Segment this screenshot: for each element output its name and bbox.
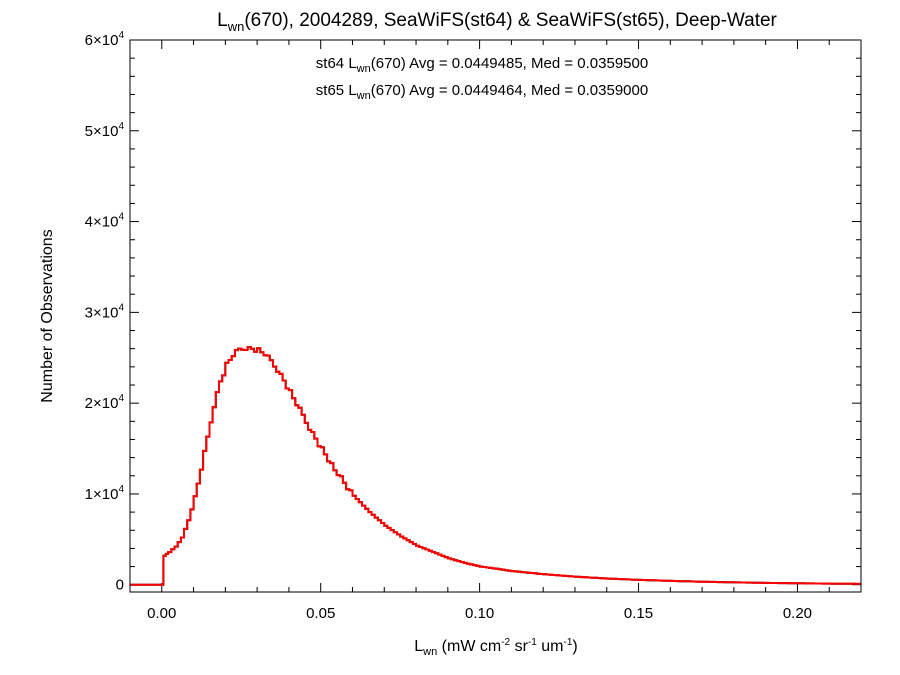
y-tick-exponent: 4 xyxy=(118,484,124,495)
y-tick-mantissa: 0 xyxy=(116,577,124,594)
x-axis-label-prefix: L xyxy=(414,638,423,655)
annotation-st64-suffix: (670) Avg = 0.0449485, Med = 0.0359500 xyxy=(371,55,648,72)
chart-title-subscript: wn xyxy=(227,19,245,34)
y-tick-label: 4×104 xyxy=(85,212,125,231)
y-tick-label: 1×104 xyxy=(85,484,125,503)
annotation-st65-prefix: st65 L xyxy=(316,82,357,99)
annotation-st65: st65 Lwn(670) Avg = 0.0449464, Med = 0.0… xyxy=(316,82,648,102)
y-axis-label: Number of Observations xyxy=(39,229,56,402)
plot-frame xyxy=(129,39,862,593)
y-tick-mantissa: 6×10 xyxy=(85,32,119,49)
y-tick-label: 3×104 xyxy=(85,302,125,321)
series-lines xyxy=(130,346,861,586)
y-tick-label: 6×104 xyxy=(85,30,125,49)
y-tick-exponent: 4 xyxy=(118,393,124,404)
y-tick-mantissa: 4×10 xyxy=(85,214,119,231)
x-tick-label: 0.15 xyxy=(624,605,653,622)
x-axis-label: Lwn (mW cm-2 sr-1 um-1) xyxy=(414,637,577,658)
y-tick-label: 2×104 xyxy=(85,393,125,412)
x-tick-label: 0.05 xyxy=(306,605,335,622)
x-axis-label-suffix: ) xyxy=(572,638,577,655)
y-tick-mantissa: 2×10 xyxy=(85,395,119,412)
annotation-st64-subscript: wn xyxy=(356,63,371,75)
chart-title-prefix: L xyxy=(217,10,228,31)
annotation-st64-prefix: st64 L xyxy=(316,55,357,72)
x-tick-label: 0.20 xyxy=(783,605,812,622)
x-axis-label-sup-3: -1 xyxy=(563,637,572,648)
y-tick-mantissa: 3×10 xyxy=(85,304,119,321)
y-tick-label: 0 xyxy=(116,577,124,594)
y-tick-label: 5×104 xyxy=(85,121,125,140)
x-axis-label-unit-2: sr xyxy=(510,638,528,655)
chart-title-suffix: (670), 2004289, SeaWiFS(st64) & SeaWiFS(… xyxy=(244,10,777,31)
x-tick-label: 0.00 xyxy=(147,605,176,622)
y-tick-exponent: 4 xyxy=(118,30,124,41)
x-axis-label-subscript: wn xyxy=(422,646,437,658)
chart-title: Lwn(670), 2004289, SeaWiFS(st64) & SeaWi… xyxy=(217,10,777,34)
annotation-st65-subscript: wn xyxy=(356,90,371,102)
y-tick-exponent: 4 xyxy=(118,121,124,132)
series-st65-line xyxy=(130,346,861,586)
annotation-st65-suffix: (670) Avg = 0.0449464, Med = 0.0359000 xyxy=(371,82,648,99)
axis-ticks: 0.00 0.05 0.10 0.15 0.2001×1042×1043×1044×10… xyxy=(85,30,861,622)
y-tick-mantissa: 1×10 xyxy=(85,486,119,503)
y-tick-exponent: 4 xyxy=(118,302,124,313)
series-st64-line xyxy=(130,346,861,586)
x-axis-label-sup-2: -1 xyxy=(528,637,537,648)
x-axis-label-unit-1: (mW cm xyxy=(437,638,501,655)
annotation-st64: st64 Lwn(670) Avg = 0.0449485, Med = 0.0… xyxy=(316,55,648,75)
x-axis-label-unit-3: um xyxy=(537,638,564,655)
y-tick-mantissa: 5×10 xyxy=(85,123,119,140)
x-axis-label-sup-1: -2 xyxy=(501,637,510,648)
x-tick-label: 0.10 xyxy=(465,605,494,622)
y-tick-exponent: 4 xyxy=(118,212,124,223)
